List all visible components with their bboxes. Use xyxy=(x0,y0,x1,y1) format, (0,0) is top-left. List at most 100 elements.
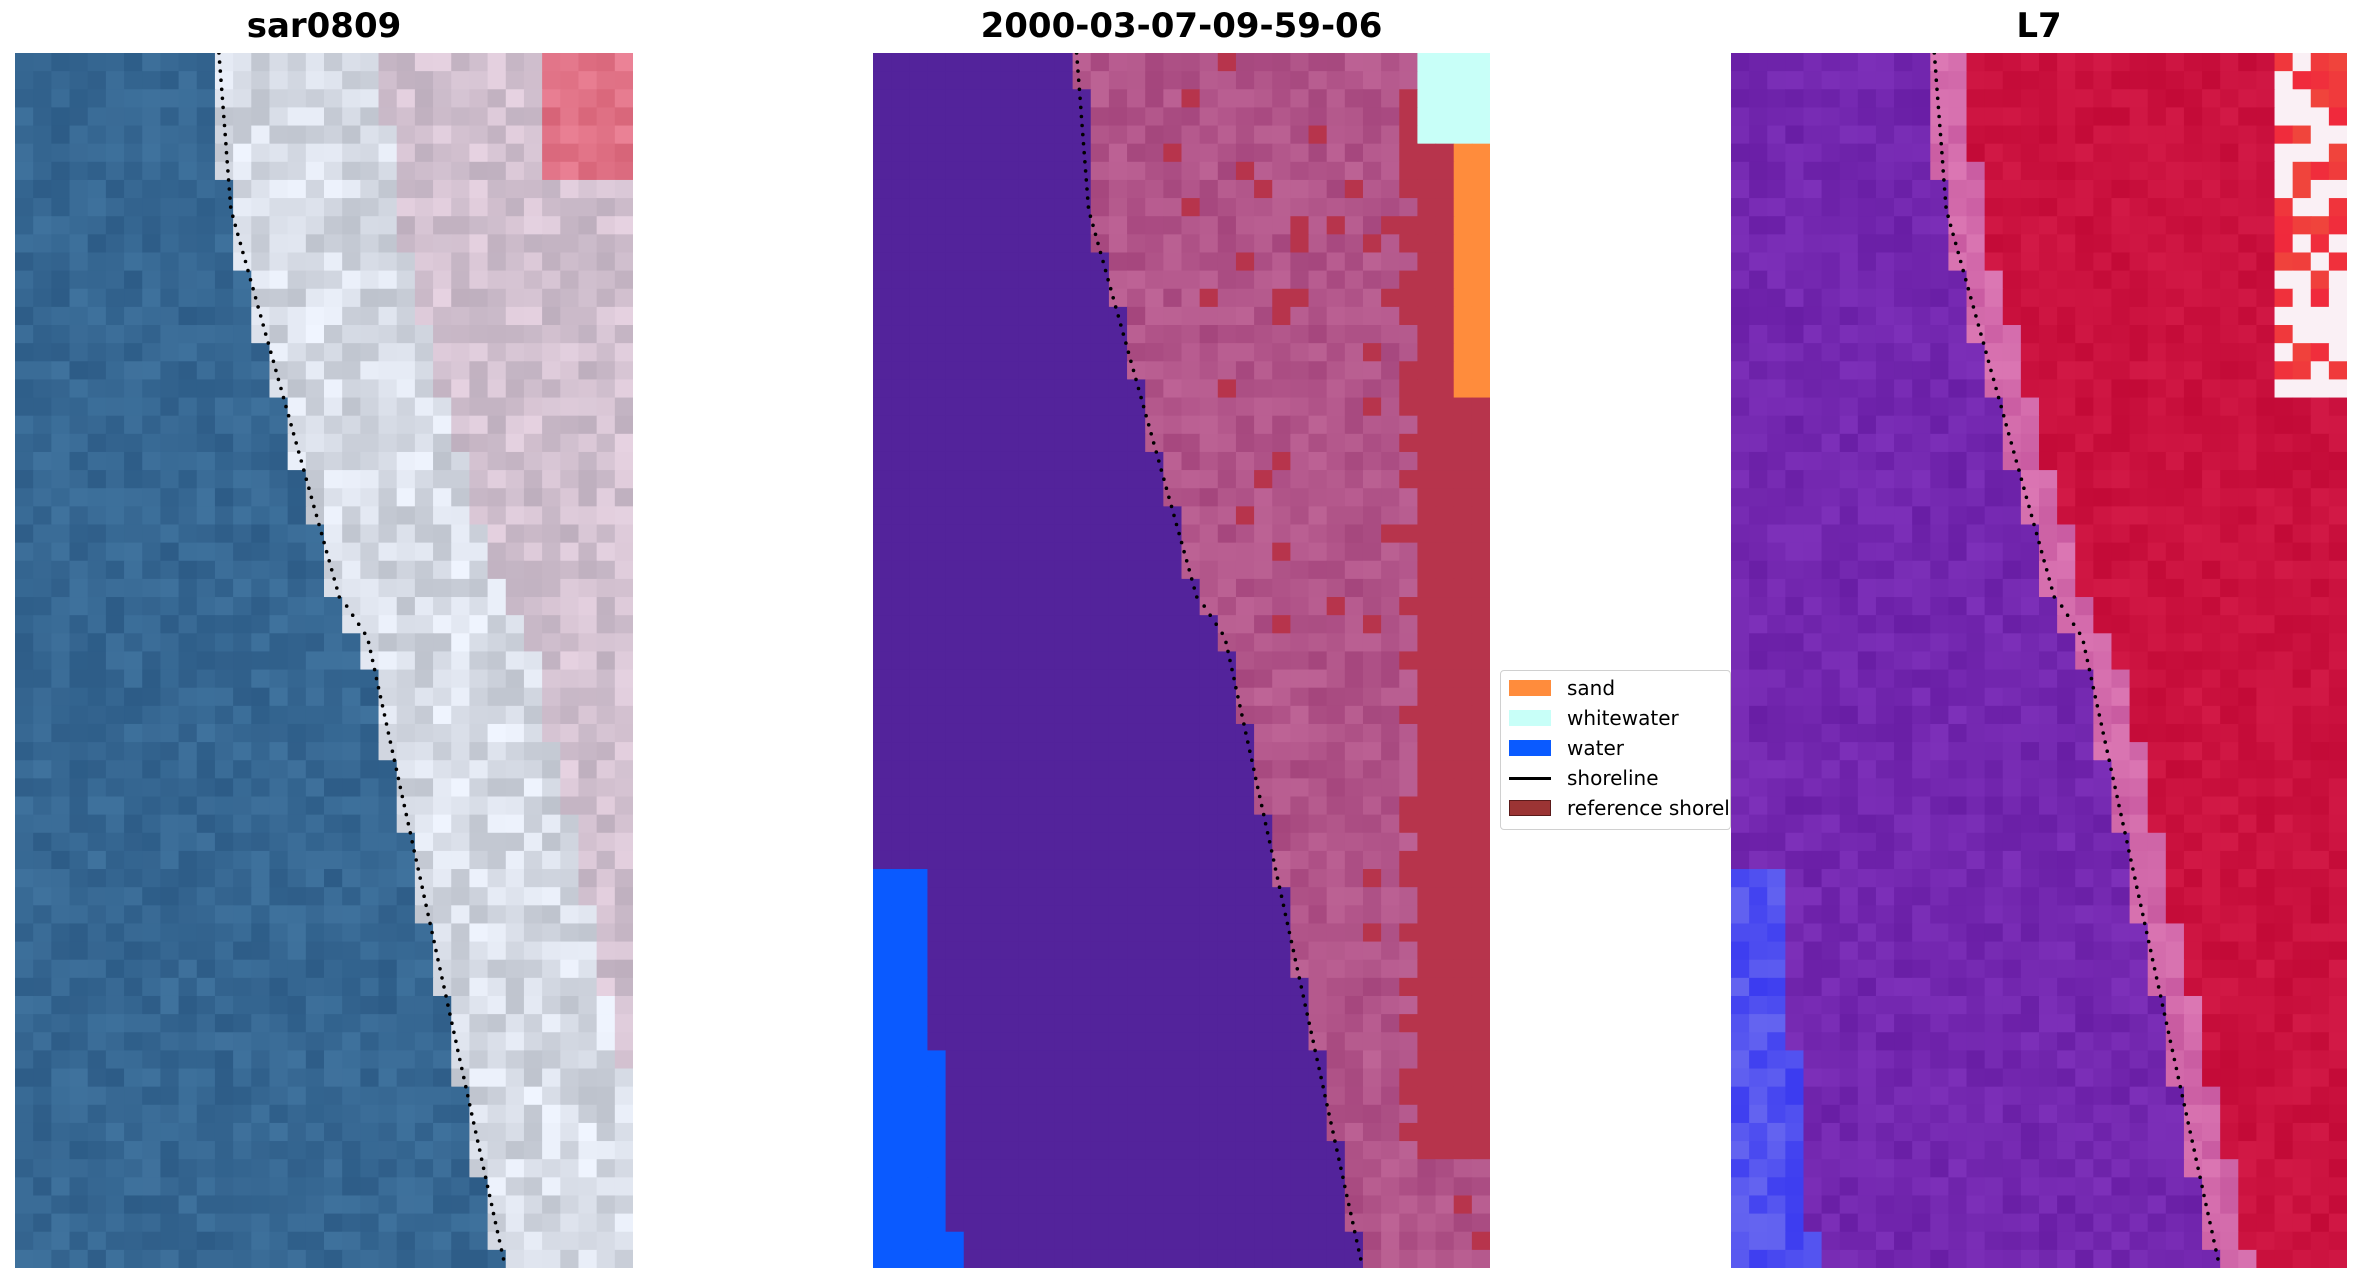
shoreline-dot xyxy=(324,549,329,554)
shoreline-dot xyxy=(2188,1130,2192,1134)
shoreline-dot xyxy=(2144,930,2149,935)
shoreline-dot xyxy=(228,205,233,209)
shoreline-dot xyxy=(1179,540,1184,545)
shoreline-dot xyxy=(2154,976,2159,980)
shoreline-dot xyxy=(2208,1220,2212,1225)
shoreline-dot xyxy=(406,821,411,826)
shoreline-dot xyxy=(2123,831,2127,835)
shoreline-dot xyxy=(1343,1184,1347,1189)
shoreline-dot xyxy=(1077,87,1082,92)
shoreline-dot xyxy=(2190,1139,2194,1143)
shoreline-dot xyxy=(1935,96,1940,101)
shoreline-dot xyxy=(1337,1157,1341,1161)
shoreline-dot xyxy=(2039,549,2044,554)
shoreline-dot xyxy=(1187,568,1191,572)
shoreline-dot xyxy=(1238,704,1242,708)
shoreline-dot xyxy=(2059,604,2064,608)
shoreline-dot xyxy=(2037,540,2041,545)
shoreline-dot xyxy=(1996,395,2001,400)
shoreline-dot xyxy=(2137,894,2141,898)
shoreline-dot xyxy=(223,132,227,137)
shoreline-dot xyxy=(1242,722,1246,726)
shoreline-dot xyxy=(2027,504,2031,509)
shoreline-dot xyxy=(2097,713,2102,717)
shoreline-dot xyxy=(414,858,419,862)
shoreline-dot xyxy=(248,277,253,282)
shoreline-dot xyxy=(438,967,442,971)
shoreline-dot xyxy=(390,749,395,753)
shoreline-dot xyxy=(1273,867,1278,871)
shoreline-dot xyxy=(337,595,342,599)
shoreline-dot xyxy=(2174,1066,2179,1071)
shoreline-dot xyxy=(456,1048,460,1053)
shoreline-dot xyxy=(2198,1175,2202,1180)
shoreline-dot xyxy=(1277,885,1282,889)
shoreline-dot xyxy=(2121,821,2125,826)
shoreline-dot xyxy=(2071,622,2076,626)
shoreline-dot xyxy=(2012,450,2016,454)
shoreline-dot xyxy=(1253,776,1258,781)
shoreline-dot xyxy=(1134,377,1138,382)
shoreline-dot xyxy=(2210,1229,2214,1234)
shoreline-dot xyxy=(2044,568,2049,572)
shoreline-dot xyxy=(1228,658,1232,663)
shoreline-dot xyxy=(1937,114,1941,119)
shoreline-dot xyxy=(1079,114,1084,119)
shoreline-dot xyxy=(372,667,377,672)
shoreline-dot xyxy=(1271,858,1276,862)
shoreline-dot xyxy=(256,305,260,309)
shoreline-dot xyxy=(374,676,379,681)
shoreline-dot xyxy=(1994,386,1998,391)
shoreline-dot xyxy=(1232,676,1236,681)
shoreline-dot xyxy=(2001,413,2006,418)
shoreline-dot xyxy=(1141,404,1146,409)
shoreline-dot xyxy=(489,1202,494,1207)
shoreline-dot xyxy=(428,921,432,926)
shoreline-dot xyxy=(1184,559,1189,563)
shoreline-dot xyxy=(243,259,248,264)
shoreline-dot xyxy=(499,1248,504,1252)
shoreline-dot xyxy=(1991,377,1996,382)
shoreline-dot xyxy=(2186,1121,2190,1125)
shoreline-dot xyxy=(2162,1012,2167,1016)
rgb-image-panel xyxy=(15,53,633,1268)
shoreline-dot xyxy=(1940,160,1945,164)
shoreline-dot xyxy=(1083,160,1087,164)
shoreline-dot xyxy=(2152,967,2157,971)
shoreline-dot xyxy=(2158,994,2163,998)
shoreline-dot xyxy=(309,495,314,500)
shoreline-dot xyxy=(1964,277,1968,282)
shoreline-dot xyxy=(450,1021,454,1025)
shoreline-dot xyxy=(231,214,235,218)
shoreline-dot xyxy=(271,359,276,364)
shoreline-dot xyxy=(1329,1121,1333,1125)
shoreline-dot xyxy=(236,232,240,237)
shoreline-dot xyxy=(344,604,349,608)
shoreline-dot xyxy=(2214,1248,2218,1252)
shoreline-dot xyxy=(312,504,316,509)
shoreline-dot xyxy=(2091,685,2096,690)
shoreline-dot xyxy=(2047,577,2051,581)
shoreline-dot xyxy=(382,713,387,717)
shoreline-dot xyxy=(396,776,401,781)
shoreline-dot xyxy=(426,912,430,917)
shoreline-dot xyxy=(1192,586,1196,590)
shoreline-dot xyxy=(481,1166,486,1171)
legend-label: shoreline xyxy=(1567,766,1659,790)
shoreline-dot xyxy=(487,1193,492,1198)
shoreline-dot xyxy=(1999,404,2003,409)
shoreline-dot xyxy=(1234,685,1238,690)
shoreline-dot xyxy=(1307,1021,1311,1025)
shoreline-dot xyxy=(1951,232,1955,237)
shoreline-dot xyxy=(2014,459,2019,463)
shoreline-dot xyxy=(279,386,283,391)
shoreline-dot xyxy=(1327,1112,1331,1116)
legend-label: water xyxy=(1567,736,1624,760)
shoreline-dot xyxy=(225,160,229,164)
shoreline-dot xyxy=(296,450,301,454)
shoreline-dot xyxy=(222,123,227,128)
shoreline-dot xyxy=(1174,522,1179,527)
shoreline-dot xyxy=(404,812,409,817)
shoreline-dot xyxy=(418,876,423,880)
shoreline-dot xyxy=(1986,359,1991,364)
